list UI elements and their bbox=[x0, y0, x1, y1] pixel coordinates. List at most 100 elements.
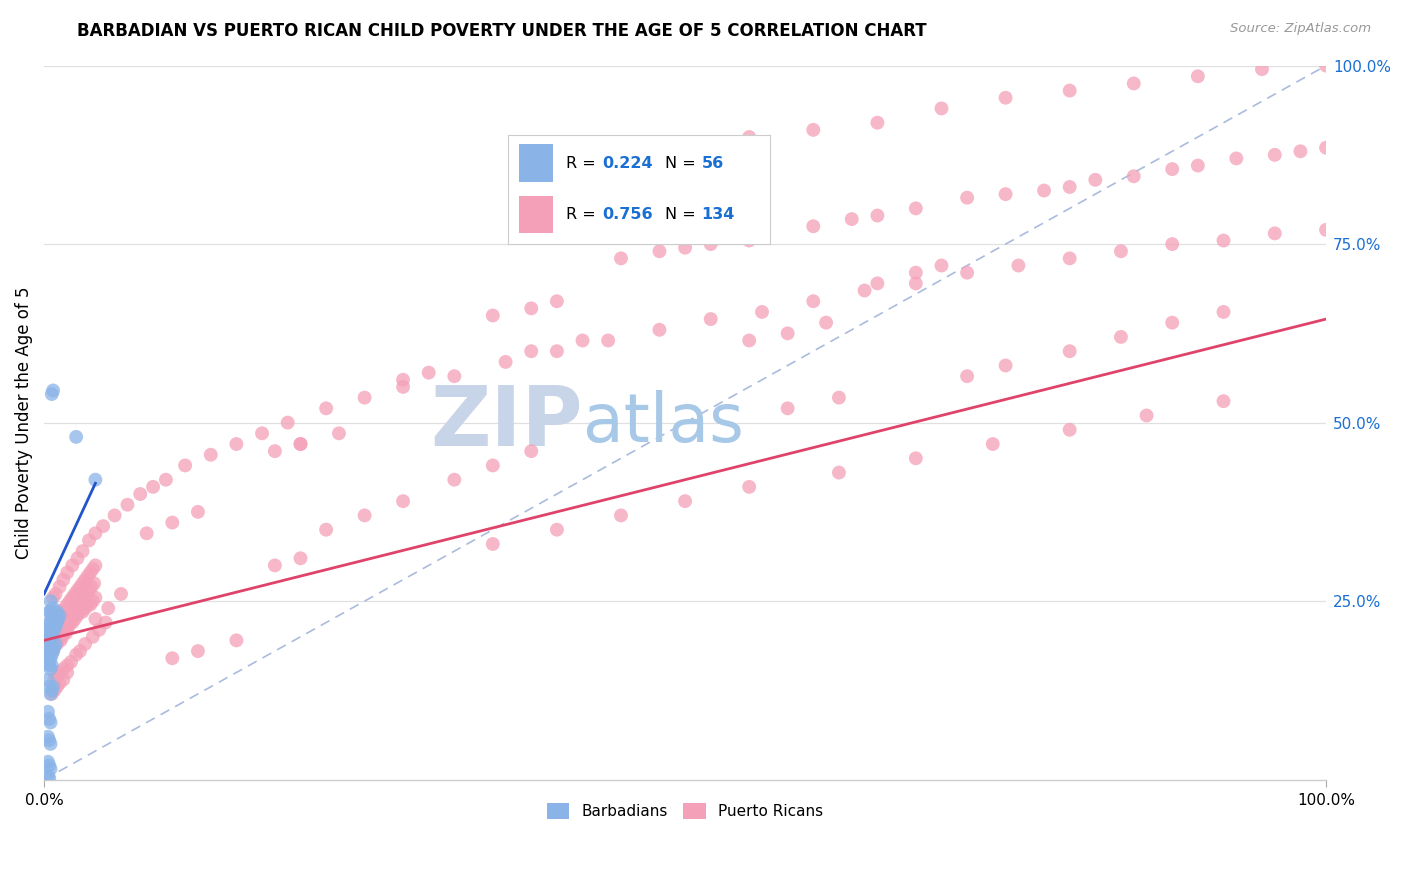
Text: N =: N = bbox=[665, 155, 700, 170]
Point bbox=[52, 626, 75, 640]
Point bbox=[290, 437, 312, 451]
Point bbox=[328, 426, 350, 441]
Point bbox=[546, 344, 568, 359]
Point bbox=[45, 637, 67, 651]
Point bbox=[83, 576, 105, 591]
Point bbox=[37, 769, 59, 783]
Point bbox=[738, 334, 761, 348]
Point bbox=[598, 334, 620, 348]
Point bbox=[37, 705, 59, 719]
Point bbox=[801, 219, 824, 234]
Point bbox=[673, 241, 696, 255]
Point bbox=[41, 640, 63, 655]
Point bbox=[853, 284, 876, 298]
Point bbox=[353, 508, 375, 523]
Point bbox=[82, 630, 104, 644]
Point bbox=[38, 648, 60, 662]
Point bbox=[1187, 70, 1209, 84]
Point bbox=[1212, 394, 1234, 409]
Point bbox=[1059, 344, 1081, 359]
Y-axis label: Child Poverty Under the Age of 5: Child Poverty Under the Age of 5 bbox=[15, 286, 32, 559]
Legend: Barbadians, Puerto Ricans: Barbadians, Puerto Ricans bbox=[540, 797, 830, 825]
Point bbox=[37, 633, 59, 648]
Point bbox=[53, 601, 76, 615]
Point bbox=[37, 623, 59, 637]
Point bbox=[110, 587, 132, 601]
Point bbox=[76, 569, 98, 583]
Point bbox=[38, 658, 60, 673]
Point bbox=[162, 516, 184, 530]
Point bbox=[56, 566, 79, 580]
Point bbox=[41, 683, 63, 698]
Point bbox=[38, 733, 60, 747]
Text: 0.756: 0.756 bbox=[602, 207, 652, 222]
Point bbox=[443, 369, 465, 384]
Point bbox=[79, 598, 101, 612]
Point bbox=[155, 473, 177, 487]
Text: atlas: atlas bbox=[582, 390, 744, 456]
Point bbox=[315, 401, 337, 416]
Point bbox=[1161, 237, 1184, 252]
Point bbox=[815, 316, 838, 330]
Point bbox=[129, 487, 152, 501]
Point bbox=[1084, 173, 1107, 187]
Point bbox=[65, 430, 87, 444]
Point bbox=[48, 608, 70, 623]
Point bbox=[72, 544, 94, 558]
Text: R =: R = bbox=[565, 155, 600, 170]
Point bbox=[699, 312, 721, 326]
Point bbox=[801, 294, 824, 309]
Point bbox=[1225, 152, 1247, 166]
Point bbox=[866, 116, 889, 130]
Point bbox=[37, 644, 59, 658]
Point bbox=[392, 380, 415, 394]
Point bbox=[904, 202, 927, 216]
Point bbox=[776, 401, 799, 416]
Point bbox=[60, 558, 83, 573]
Point bbox=[353, 391, 375, 405]
Point bbox=[738, 130, 761, 145]
Point bbox=[65, 601, 87, 615]
Point bbox=[1059, 180, 1081, 194]
Point bbox=[38, 623, 60, 637]
Point bbox=[45, 669, 67, 683]
Point bbox=[37, 673, 59, 687]
Point bbox=[42, 644, 65, 658]
Point bbox=[84, 612, 107, 626]
Point bbox=[48, 676, 70, 690]
Point bbox=[38, 605, 60, 619]
Point bbox=[571, 334, 593, 348]
Text: N =: N = bbox=[665, 207, 700, 222]
Point bbox=[841, 212, 863, 227]
Point bbox=[1007, 259, 1029, 273]
Point bbox=[250, 426, 273, 441]
Point bbox=[82, 562, 104, 576]
Point bbox=[69, 605, 91, 619]
Point bbox=[994, 187, 1017, 202]
Point bbox=[44, 612, 66, 626]
Point bbox=[866, 277, 889, 291]
Point bbox=[49, 623, 72, 637]
Point bbox=[58, 619, 80, 633]
Point bbox=[42, 384, 65, 398]
Point bbox=[56, 665, 79, 680]
Text: BARBADIAN VS PUERTO RICAN CHILD POVERTY UNDER THE AGE OF 5 CORRELATION CHART: BARBADIAN VS PUERTO RICAN CHILD POVERTY … bbox=[77, 22, 927, 40]
Point bbox=[994, 91, 1017, 105]
Point bbox=[39, 623, 62, 637]
Point bbox=[38, 648, 60, 662]
Point bbox=[39, 615, 62, 630]
Point bbox=[45, 615, 67, 630]
Point bbox=[77, 583, 100, 598]
Point bbox=[44, 683, 66, 698]
Point bbox=[610, 252, 633, 266]
Text: 0.224: 0.224 bbox=[602, 155, 652, 170]
Point bbox=[82, 594, 104, 608]
Point bbox=[60, 608, 83, 623]
Point bbox=[738, 480, 761, 494]
Point bbox=[648, 323, 671, 337]
Point bbox=[38, 758, 60, 772]
Point bbox=[904, 451, 927, 466]
Point bbox=[45, 619, 67, 633]
Point bbox=[37, 655, 59, 669]
Point bbox=[56, 623, 79, 637]
